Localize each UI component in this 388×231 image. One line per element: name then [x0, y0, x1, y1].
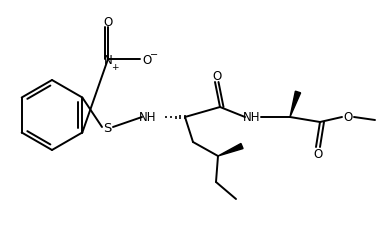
Polygon shape	[290, 92, 301, 118]
Text: N: N	[104, 53, 113, 66]
Text: O: O	[212, 70, 222, 83]
Text: S: S	[103, 121, 111, 134]
Text: NH: NH	[139, 111, 157, 124]
Text: −: −	[150, 50, 158, 60]
Text: O: O	[103, 15, 113, 28]
Text: O: O	[343, 111, 353, 124]
Text: +: +	[111, 63, 119, 72]
Text: NH: NH	[243, 111, 261, 124]
Polygon shape	[218, 144, 243, 156]
Text: O: O	[314, 148, 323, 161]
Text: O: O	[142, 53, 152, 66]
